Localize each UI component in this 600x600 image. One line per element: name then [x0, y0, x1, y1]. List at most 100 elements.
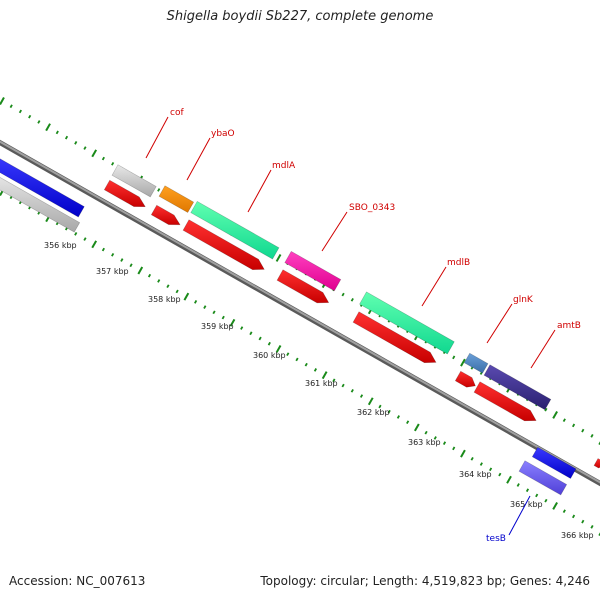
tick-mark-outer [74, 141, 78, 145]
feature-bar-cof [111, 164, 157, 198]
tick-mark-inner [166, 284, 170, 289]
kbp-label: 365 kbp [510, 500, 543, 509]
tick-mark-inner [183, 292, 190, 301]
tick-mark-inner [460, 449, 466, 458]
kbp-label: 358 kbp [148, 295, 181, 304]
feature-bar-SBO_0343 [284, 250, 342, 292]
tick-mark-inner [258, 336, 262, 341]
tick-mark-inner [581, 519, 585, 524]
tick-mark-inner [367, 397, 374, 406]
tick-mark-inner [452, 446, 456, 451]
tick-mark-inner [147, 273, 152, 278]
tick-mark-inner [267, 341, 271, 346]
genome-backbone-highlight [0, 140, 600, 484]
tick-mark-inner [221, 315, 225, 320]
genome-backbone [0, 139, 600, 487]
tick-mark-inner [544, 498, 548, 503]
kbp-label: 357 kbp [96, 267, 129, 276]
feature-arrow-red [276, 269, 330, 304]
tick-mark-inner [120, 258, 124, 262]
tick-mark-outer [544, 407, 548, 412]
tick-mark-inner [516, 483, 520, 487]
tick-mark-inner [562, 509, 566, 513]
feature-arrow-red [150, 204, 181, 226]
kbp-label: 356 kbp [44, 241, 77, 250]
feature-bar-blue [0, 158, 85, 218]
tick-mark-inner [74, 232, 78, 236]
tick-mark-outer [157, 188, 161, 192]
leader-line-ybaO [186, 137, 211, 181]
tick-mark-inner [571, 514, 576, 519]
gene-label-mdlA: mdlA [272, 161, 296, 171]
tick-mark-inner [212, 310, 216, 315]
leader-line-mdlB [421, 266, 447, 307]
feature-bar-mdlA [190, 200, 280, 260]
tick-mark-outer [571, 423, 576, 428]
tick-mark-inner [157, 279, 161, 283]
genome-summary-text: Topology: circular; Length: 4,519,823 bp… [260, 574, 590, 588]
tick-mark-inner [175, 289, 179, 294]
leader-line-cof [145, 116, 169, 159]
tick-mark-inner [359, 394, 364, 398]
kbp-label: 361 kbp [305, 379, 338, 388]
tick-mark-inner [442, 441, 447, 445]
tick-mark-inner [396, 415, 400, 419]
tick-mark-outer [37, 120, 41, 124]
tick-mark-inner [129, 263, 133, 268]
map-title: Shigella boydii Sb227, complete genome [166, 9, 434, 24]
tick-mark-inner [295, 357, 299, 362]
tick-mark-inner [249, 331, 253, 336]
tick-mark-inner [433, 436, 437, 440]
feature-arrow-red [454, 370, 476, 388]
tick-mark-outer [590, 434, 594, 438]
feature-arrow-red [103, 179, 146, 208]
kbp-scale: 356 kbp 357 kbp 358 kbp 359 kbp 360 kbp … [44, 241, 594, 540]
gene-label-glnK: glnK [513, 295, 534, 305]
leader-line-SBO_0343 [321, 211, 348, 252]
tick-mark-outer [460, 358, 466, 367]
tick-mark-inner [194, 300, 198, 304]
tick-mark-inner [479, 462, 483, 466]
feature-bar-gray [0, 177, 81, 233]
tick-mark-inner [304, 362, 308, 367]
tick-mark-inner [91, 240, 98, 249]
tick-mark-inner [414, 423, 420, 432]
tick-mark-outer [275, 253, 282, 262]
feature-bar-mdlB [359, 291, 455, 355]
feature-arrow-red [182, 219, 265, 271]
feature-bar-amtB [483, 364, 552, 411]
tick-mark-inner [240, 326, 244, 330]
accession-text: Accession: NC_007613 [9, 574, 146, 588]
gene-features [0, 158, 600, 496]
tick-mark-outer [581, 428, 585, 433]
tick-mark-outer [64, 135, 69, 140]
feature-arrow-red [473, 381, 537, 422]
gene-label-SBO_0343: SBO_0343 [349, 203, 395, 213]
kbp-label: 366 kbp [561, 531, 594, 540]
tick-track [0, 97, 600, 536]
tick-mark-inner [506, 475, 512, 484]
tick-mark-outer [111, 161, 115, 166]
tick-mark-inner [350, 388, 354, 393]
leader-line-mdlA [247, 169, 272, 213]
tick-mark-inner [535, 493, 539, 498]
tick-mark-outer [0, 97, 5, 105]
gene-label-mdlB: mdlB [447, 258, 470, 268]
tick-mark-outer [55, 130, 59, 135]
tick-mark-inner [313, 368, 318, 372]
feature-bar-blue-lower [531, 446, 577, 479]
gene-label-amtB: amtB [557, 321, 581, 331]
tick-mark-outer [350, 297, 354, 302]
tick-mark-inner [489, 467, 493, 472]
leader-line-glnK [486, 303, 513, 344]
gene-label-ybaO: ybaO [211, 129, 235, 139]
tick-mark-inner [332, 378, 336, 383]
tick-mark-inner [498, 472, 502, 477]
tick-mark-inner [321, 371, 328, 380]
tick-mark-inner [424, 430, 428, 435]
feature-arrow-red-edge [593, 458, 600, 469]
tick-mark-outer [18, 109, 23, 114]
tick-mark-outer [83, 146, 87, 150]
kbp-label: 363 kbp [408, 438, 441, 447]
tick-mark-outer [562, 418, 566, 422]
